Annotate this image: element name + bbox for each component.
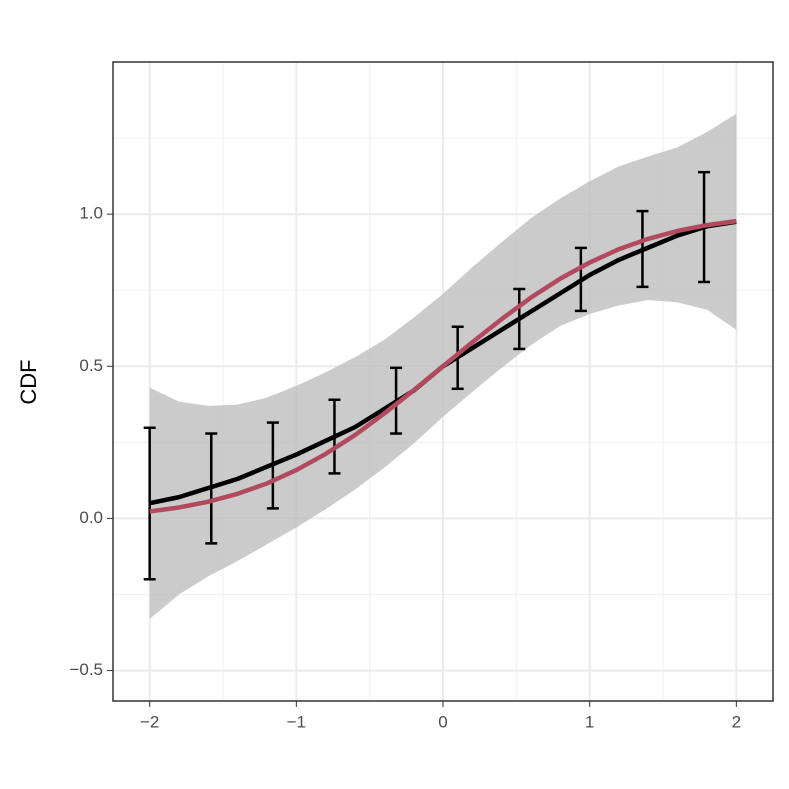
x-tick-label: 0 [438,712,447,731]
x-tick-label: −1 [287,712,306,731]
y-tick-label: −0.5 [69,660,103,679]
y-tick-label: 0.5 [79,356,103,375]
error-bar [143,426,156,581]
plot-border [112,61,774,702]
line [149,218,737,514]
y-tick-label: 0.0 [79,508,103,527]
x-tick-label: 1 [585,712,594,731]
y-axis-label: CDF [16,359,41,404]
x-tick-label: 2 [732,712,741,731]
x-tick-label: −2 [140,712,159,731]
y-tick-label: 1.0 [79,204,103,223]
